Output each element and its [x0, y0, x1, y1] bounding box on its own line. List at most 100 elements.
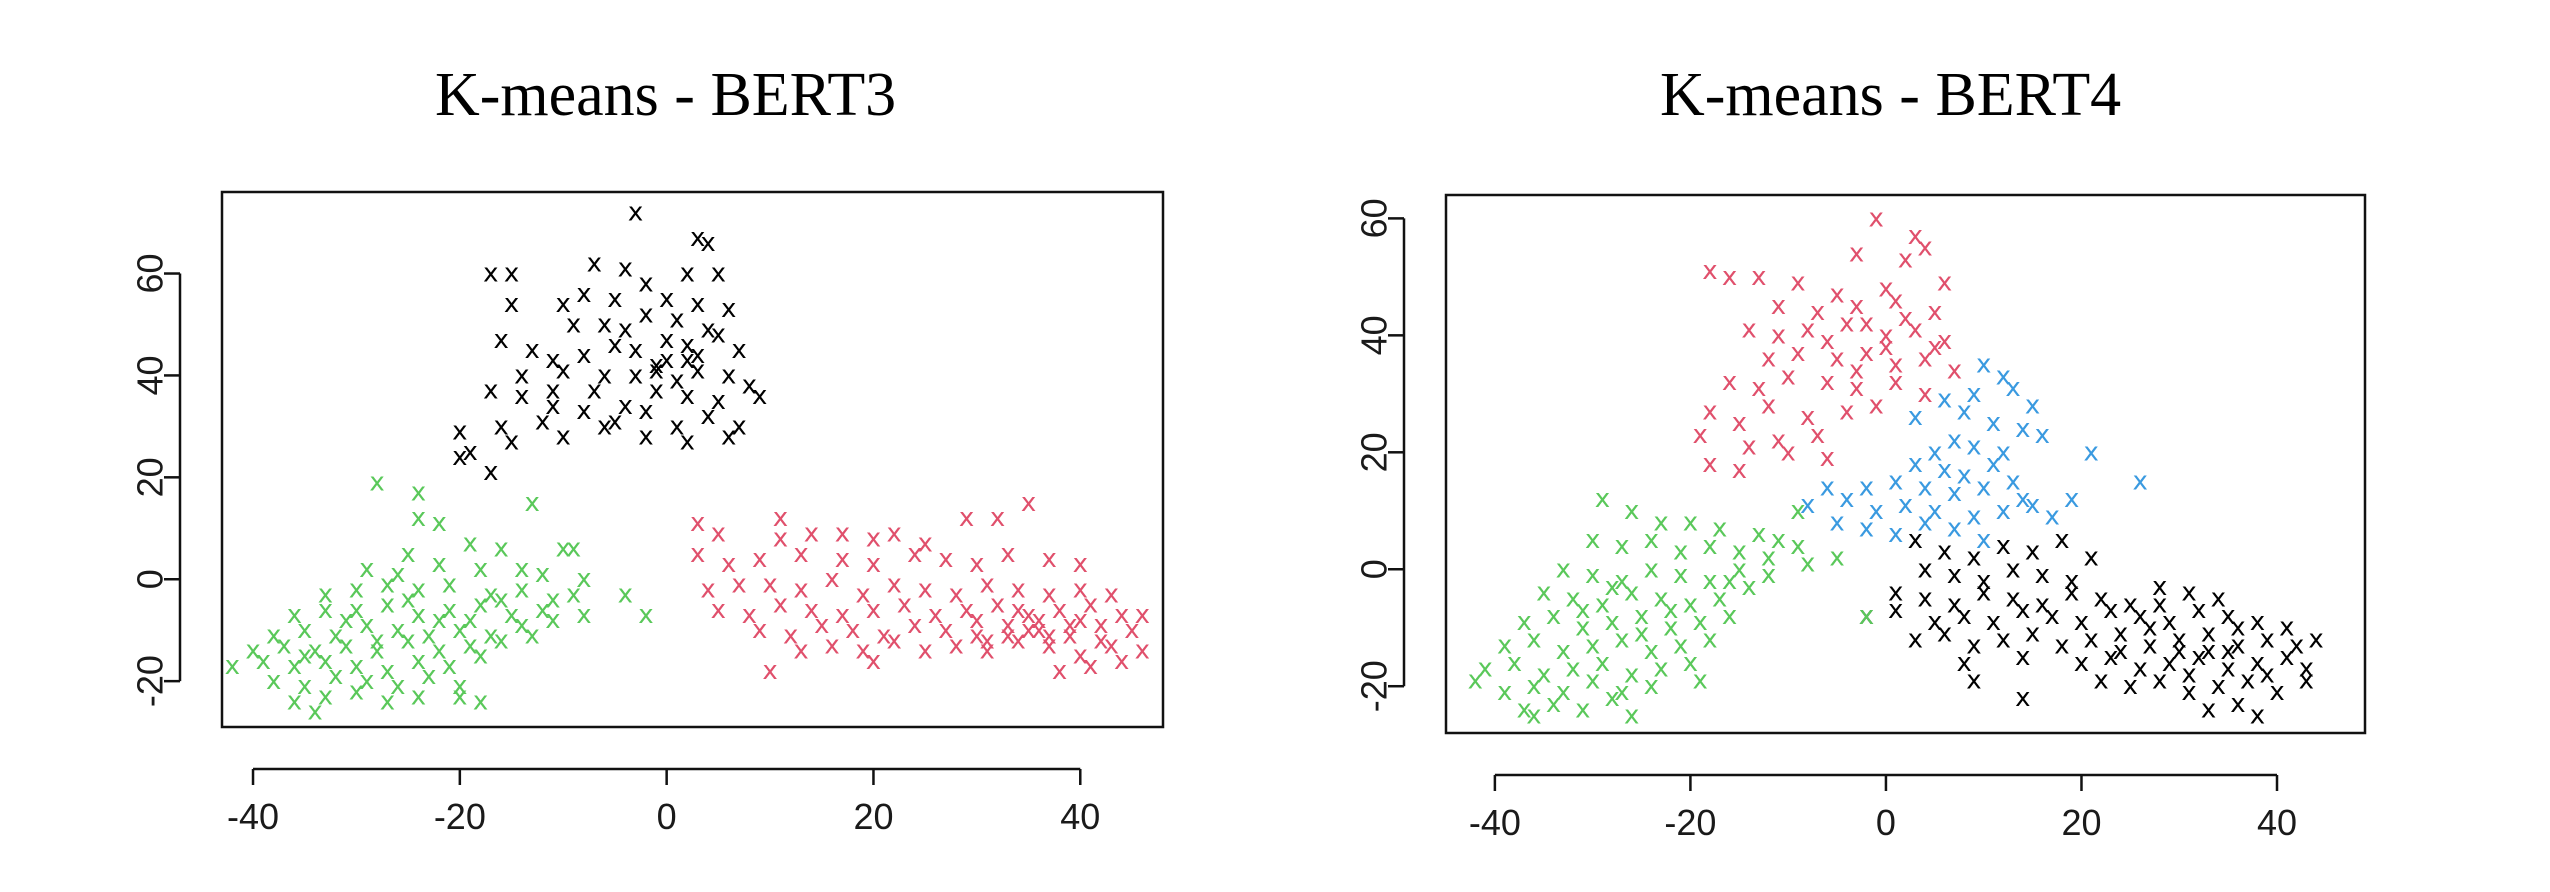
y-tick-label: 0	[130, 569, 171, 589]
data-point: x	[1585, 560, 1600, 590]
data-point: x	[1526, 671, 1541, 701]
data-point: x	[731, 411, 746, 441]
data-point: x	[1976, 578, 1991, 608]
data-point: x	[1898, 244, 1913, 274]
data-point: x	[431, 605, 446, 635]
data-point: x	[1497, 630, 1512, 660]
data-point: x	[1624, 660, 1639, 690]
data-point: x	[752, 381, 767, 411]
data-point: x	[1849, 373, 1864, 403]
data-point: x	[2162, 607, 2177, 637]
data-point: x	[504, 259, 519, 289]
data-point: x	[1898, 490, 1913, 520]
data-point: x	[917, 636, 932, 666]
data-point: x	[556, 355, 571, 385]
data-point: x	[607, 330, 622, 360]
data-point: x	[297, 641, 312, 671]
data-point: x	[824, 564, 839, 594]
data-point: x	[980, 569, 995, 599]
data-point: x	[1114, 646, 1129, 676]
data-point: x	[1859, 309, 1874, 339]
data-point: x	[2044, 601, 2059, 631]
data-point: x	[1927, 437, 1942, 467]
data-point: x	[638, 422, 653, 452]
data-point: x	[1888, 285, 1903, 315]
data-point: x	[1780, 437, 1795, 467]
data-point: x	[1477, 654, 1492, 684]
data-point: x	[1966, 543, 1981, 573]
data-point: x	[442, 569, 457, 599]
data-point: x	[1575, 613, 1590, 643]
x-tick-label: -40	[227, 796, 279, 837]
data-point: x	[886, 625, 901, 655]
data-point: x	[618, 391, 633, 421]
data-point: x	[1644, 525, 1659, 555]
data-point: x	[587, 376, 602, 406]
data-point: x	[855, 636, 870, 666]
data-point: x	[1702, 396, 1717, 426]
data-point: x	[1908, 315, 1923, 345]
data-point: x	[1595, 484, 1610, 514]
data-point: x	[2054, 630, 2069, 660]
data-point: x	[1927, 297, 1942, 327]
data-point: x	[1820, 367, 1835, 397]
data-point: x	[1947, 478, 1962, 508]
data-point: x	[1771, 525, 1786, 555]
data-point: x	[1917, 507, 1932, 537]
data-point: x	[576, 279, 591, 309]
data-point: x	[1996, 531, 2011, 561]
data-point: x	[1888, 467, 1903, 497]
data-point: x	[1507, 648, 1522, 678]
data-point: x	[1937, 537, 1952, 567]
data-point: x	[2152, 665, 2167, 695]
data-point: x	[287, 651, 302, 681]
data-point: x	[1683, 589, 1698, 619]
data-point: x	[1073, 605, 1088, 635]
data-point: x	[1605, 607, 1620, 637]
data-point: x	[2269, 677, 2284, 707]
data-point: x	[959, 503, 974, 533]
x-tick-label: -20	[1664, 802, 1716, 843]
data-point: x	[431, 508, 446, 538]
data-point: x	[1526, 624, 1541, 654]
data-point: x	[793, 539, 808, 569]
data-point: x	[1790, 338, 1805, 368]
data-point: x	[711, 595, 726, 625]
data-point: x	[1917, 584, 1932, 614]
data-point: x	[866, 646, 881, 676]
data-point: x	[566, 309, 581, 339]
data-point: x	[628, 335, 643, 365]
data-point: x	[1780, 361, 1795, 391]
data-point: x	[1135, 600, 1150, 630]
data-point: x	[1683, 648, 1698, 678]
data-point: x	[349, 676, 364, 706]
data-point: x	[1898, 303, 1913, 333]
data-point: x	[2025, 490, 2040, 520]
data-point: x	[2025, 537, 2040, 567]
x-tick-label: -40	[1469, 802, 1521, 843]
data-point: x	[2132, 654, 2147, 684]
data-point: x	[1042, 620, 1057, 650]
data-point: x	[2074, 607, 2089, 637]
data-point: x	[2181, 660, 2196, 690]
data-point: x	[287, 687, 302, 717]
data-point: x	[711, 320, 726, 350]
data-point: x	[1771, 320, 1786, 350]
data-point: x	[1947, 513, 1962, 543]
data-point: x	[566, 580, 581, 610]
data-point: x	[1702, 531, 1717, 561]
data-point: x	[752, 615, 767, 645]
data-point: x	[2015, 595, 2030, 625]
data-point: x	[2103, 642, 2118, 672]
data-point: x	[400, 625, 415, 655]
data-point: x	[1820, 472, 1835, 502]
data-point: x	[1732, 554, 1747, 584]
data-point: x	[566, 534, 581, 564]
y-tick-label: 0	[1354, 559, 1395, 579]
data-point: x	[948, 630, 963, 660]
data-point: x	[969, 605, 984, 635]
data-point: x	[545, 605, 560, 635]
data-point: x	[2308, 624, 2323, 654]
data-point: x	[1093, 625, 1108, 655]
data-point: x	[545, 391, 560, 421]
